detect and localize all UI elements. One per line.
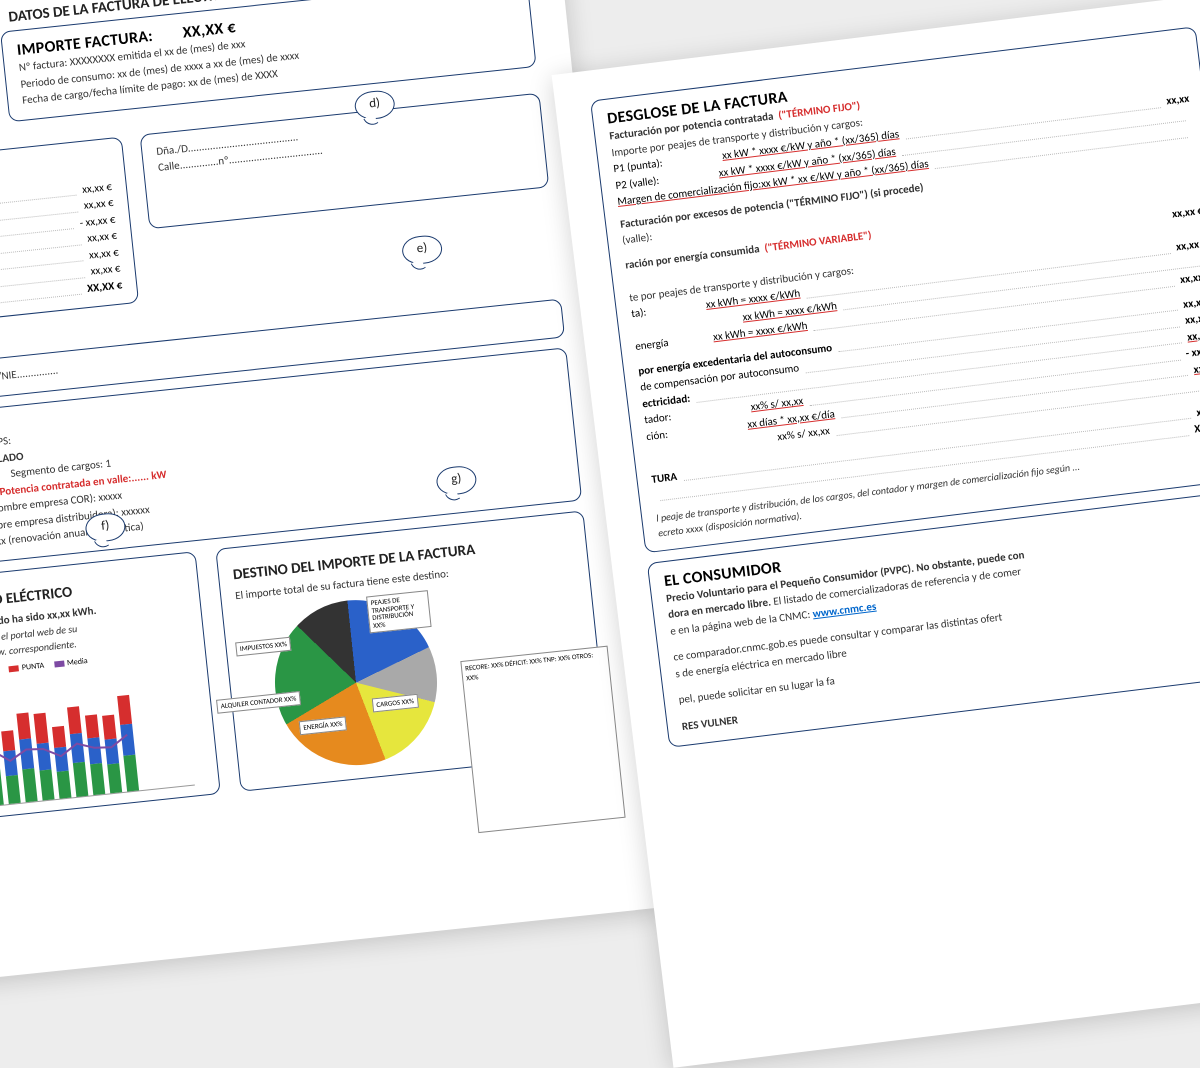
- s3d: ta):: [630, 304, 647, 322]
- ener: energía: [634, 335, 669, 355]
- total-value: XX,XX €: [86, 277, 123, 297]
- pl-e: CARGOS XX%: [372, 694, 419, 712]
- s5bv: xx,xx€: [1193, 358, 1200, 378]
- s5v: xx,xx €: [1186, 325, 1200, 345]
- pl-f: RECORE: XX% DÉFICIT: XX% TNP: XX% OTROS:…: [460, 646, 625, 834]
- consumption-chart-box: DE CONSUMO ELÉCTRICO el periodo facturad…: [0, 551, 221, 826]
- bar-chart: [0, 666, 195, 813]
- pl-b: IMPUESTOS XX%: [235, 637, 291, 656]
- v1: xx,xx: [1165, 91, 1190, 110]
- turav: XX,XX €: [1193, 417, 1200, 438]
- s3v: xx,xx €: [1171, 203, 1200, 223]
- costs-box: A xx,xx €xx,xx €- xx,xx €entesxx,xx €xx,…: [0, 136, 139, 331]
- leg-media: Media: [66, 656, 88, 668]
- pl-d: ENERGÍA XX%: [299, 716, 347, 735]
- leg-punta: PUNTA: [21, 661, 44, 673]
- pl-a: PEAJES DE TRANSPORTE Y DISTRIBUCIÓN XX%: [366, 590, 432, 633]
- pie-chart: PEAJES DE TRANSPORTE Y DISTRIBUCIÓN XX% …: [267, 592, 445, 773]
- address-box: Dña./D..................................…: [139, 92, 549, 229]
- s5a: tador:: [643, 409, 672, 429]
- s4v: xx,xx €: [1182, 293, 1200, 313]
- tv1: xx,xx €: [1195, 401, 1200, 421]
- s4bv: xx,xx €: [1184, 309, 1200, 329]
- s5b: ción:: [645, 426, 669, 445]
- s5av: - xx,xx€: [1185, 342, 1200, 363]
- pl-c: ALQUILER CONTADOR XX%: [216, 691, 301, 713]
- kv3: xx,xx €: [1179, 268, 1200, 288]
- pie-box: DESTINO DEL IMPORTE DE LA FACTURA El imp…: [215, 510, 609, 792]
- desglose-box: DESGLOSE DE LA FACTURA Facturación por p…: [590, 26, 1200, 552]
